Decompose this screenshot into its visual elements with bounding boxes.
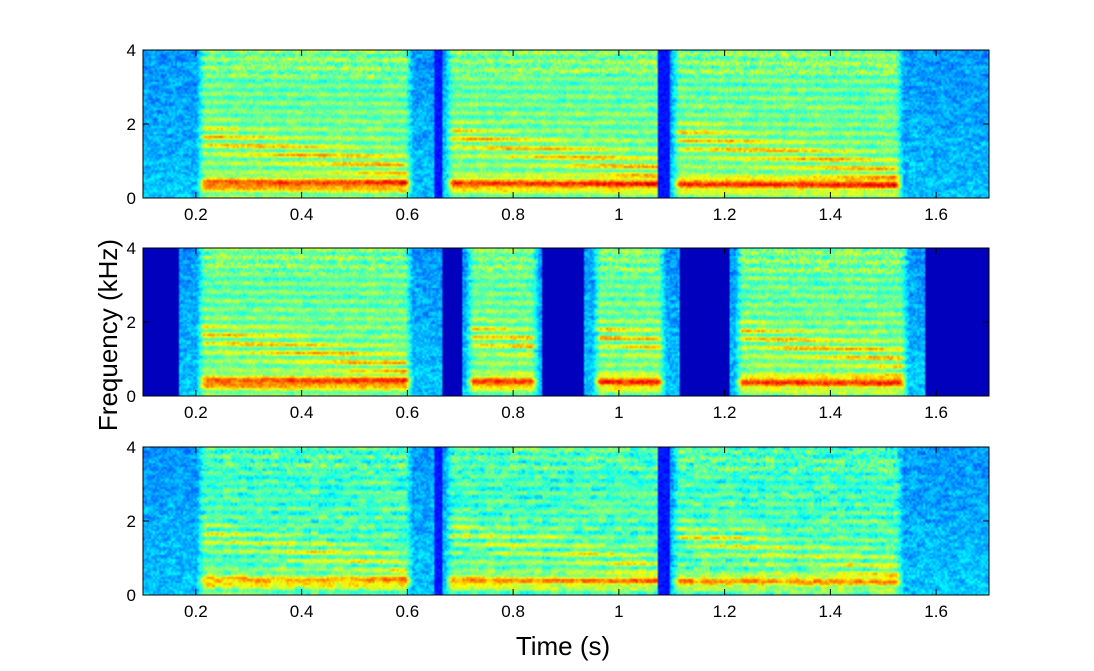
y-tick-label: 4 [127,239,136,258]
x-tick-label: 0.8 [501,602,525,621]
x-tick-label: 1.6 [924,602,948,621]
spectrogram-heatmap [143,447,989,595]
x-tick-label: 1 [614,602,623,621]
x-tick-label: 0.2 [184,205,208,224]
spectrogram-heatmap [143,248,989,396]
x-tick-label: 0.4 [290,205,314,224]
y-tick-label: 0 [127,387,136,406]
x-tick-label: 1.2 [713,602,737,621]
y-tick-label: 2 [127,313,136,332]
x-tick-label: 1.4 [819,403,843,422]
x-tick-label: 0.6 [396,205,420,224]
x-tick-label: 1.2 [713,403,737,422]
x-tick-label: 1.2 [713,205,737,224]
x-tick-label: 1.4 [819,602,843,621]
spectrogram-panels: 0.2 0.4 0.6 0.8 1 1.2 1.4 1.6 0 2 4 0.2 0.4 0.6 0.8 1 1.… [127,41,990,621]
x-axis-label: Time (s) [516,631,610,661]
x-tick-label: 0.6 [396,403,420,422]
x-tick-label: 0.4 [290,403,314,422]
y-tick-label: 4 [127,438,136,457]
y-tick-label: 4 [127,41,136,60]
x-tick-label: 0.2 [184,403,208,422]
y-axis-label: Frequency (kHz) [93,239,123,431]
x-tick-label: 1 [614,205,623,224]
spectrogram-panel-bottom: 0.2 0.4 0.6 0.8 1 1.2 1.4 1.6 0 2 4 [127,438,990,621]
x-tick-label: 1.6 [924,403,948,422]
x-tick-label: 0.4 [290,602,314,621]
x-tick-label: 1.4 [819,205,843,224]
x-tick-label: 1 [614,403,623,422]
x-tick-label: 1.6 [924,205,948,224]
y-tick-label: 0 [127,586,136,605]
x-tick-label: 0.8 [501,403,525,422]
spectrogram-heatmap [143,50,989,198]
y-tick-label: 0 [127,189,136,208]
y-tick-label: 2 [127,512,136,531]
spectrogram-panel-top: 0.2 0.4 0.6 0.8 1 1.2 1.4 1.6 0 2 4 [127,41,990,224]
y-tick-label: 2 [127,115,136,134]
x-tick-label: 0.2 [184,602,208,621]
x-tick-label: 0.8 [501,205,525,224]
x-tick-label: 0.6 [396,602,420,621]
spectrogram-panel-middle: 0.2 0.4 0.6 0.8 1 1.2 1.4 1.6 0 2 4 [127,239,990,422]
